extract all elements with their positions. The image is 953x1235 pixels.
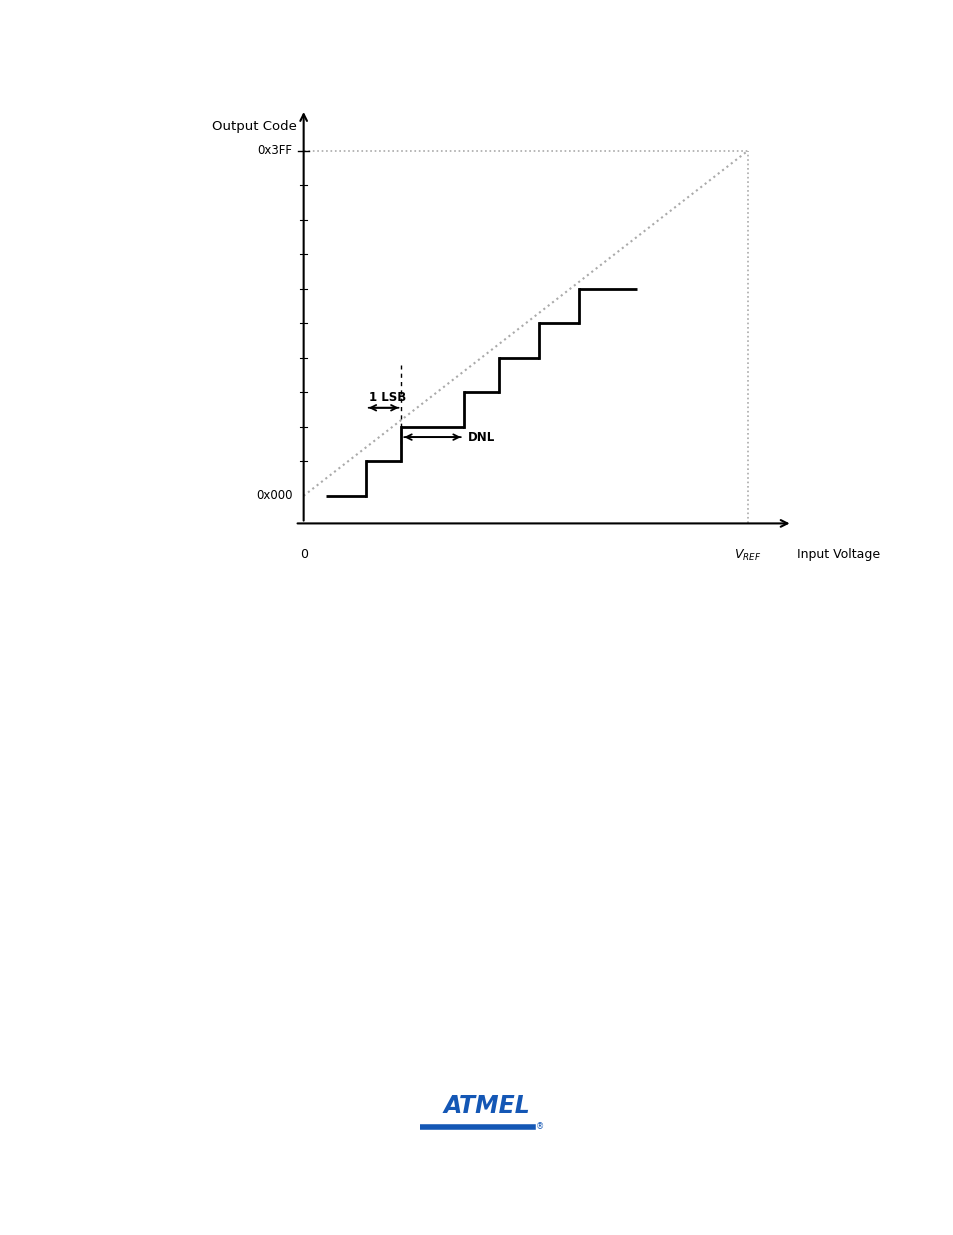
Text: 0: 0 (299, 547, 307, 561)
Text: 0x3FF: 0x3FF (257, 144, 293, 157)
Text: 0x000: 0x000 (255, 489, 293, 503)
Text: Output Code: Output Code (212, 120, 296, 132)
Text: $V_{REF}$: $V_{REF}$ (734, 547, 760, 563)
Text: DNL: DNL (468, 431, 495, 443)
Text: ®: ® (536, 1123, 543, 1131)
Text: 1 LSB: 1 LSB (369, 390, 406, 404)
Text: ATMEL: ATMEL (443, 1094, 529, 1118)
Text: Input Voltage: Input Voltage (796, 547, 879, 561)
